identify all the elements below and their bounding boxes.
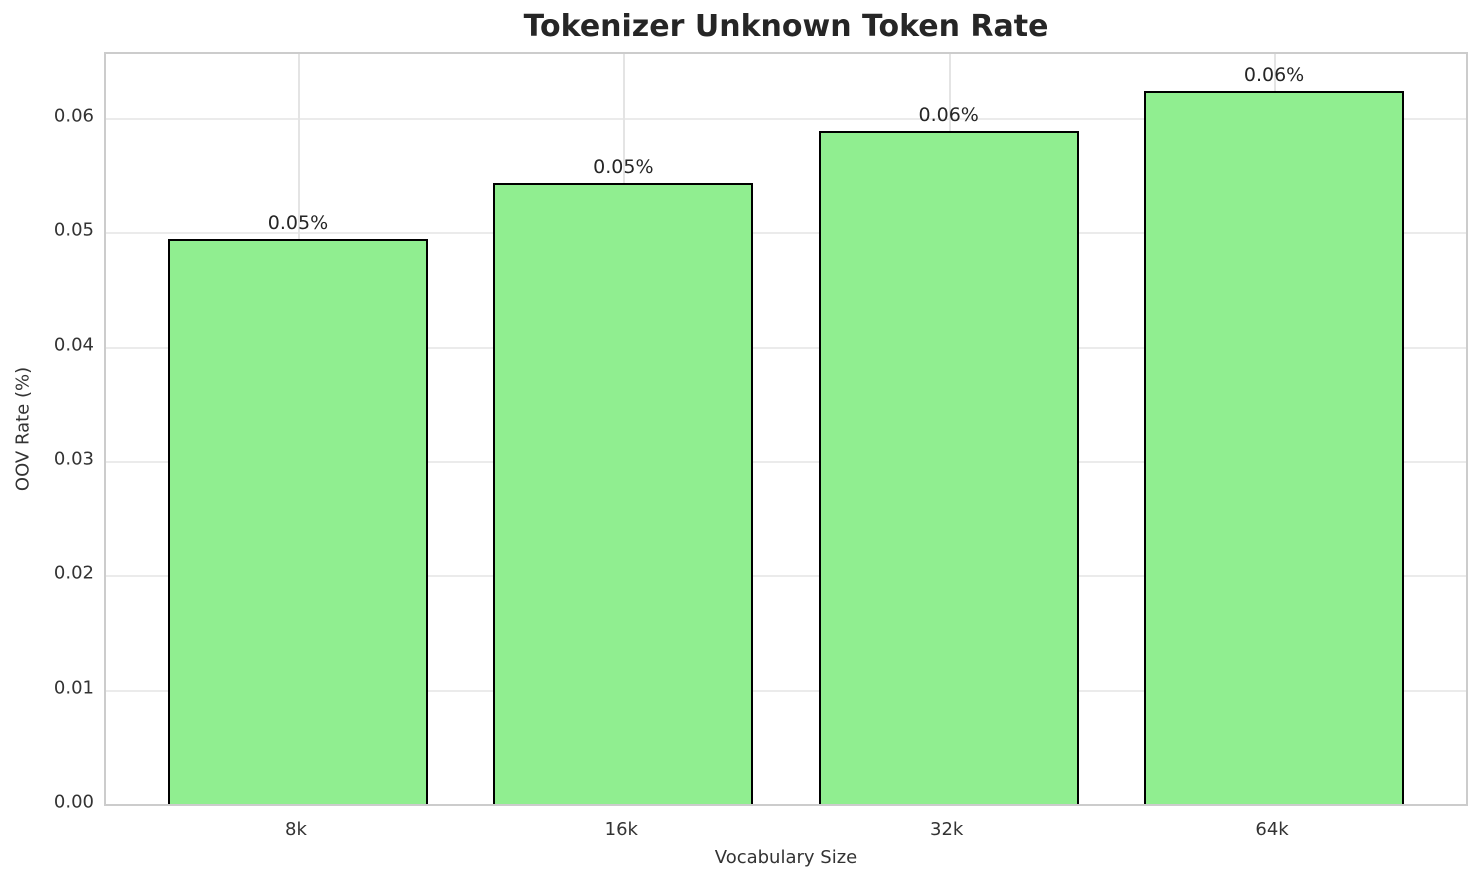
bar-value-label-32k: 0.06%	[918, 103, 979, 126]
y-axis-label: OOV Rate (%)	[12, 366, 34, 492]
ytick-label-0.06: 0.06	[53, 105, 94, 127]
horizontal-gridline	[106, 461, 1466, 463]
xtick-label-32k: 32k	[930, 819, 964, 840]
bar-value-label-16k: 0.05%	[593, 156, 654, 179]
ytick-label-0.01: 0.01	[53, 677, 94, 699]
horizontal-gridline	[106, 118, 1466, 121]
x-axis-label: Vocabulary Size	[714, 847, 858, 868]
horizontal-gridline	[106, 232, 1466, 235]
xtick-label-8k: 8k	[285, 819, 307, 840]
ytick-label-0.00: 0.00	[53, 791, 94, 813]
ytick-label-0.04: 0.04	[53, 334, 94, 356]
xtick-label-16k: 16k	[604, 819, 638, 840]
horizontal-gridline	[106, 575, 1466, 578]
ytick-label-0.03: 0.03	[53, 448, 94, 470]
bar-32k	[818, 130, 1079, 804]
bar-64k	[1143, 90, 1405, 804]
xtick-label-64k: 64k	[1255, 819, 1289, 840]
plot-area: 0.05% 0.05% 0.06% 0.06%	[104, 52, 1468, 806]
horizontal-gridline	[106, 346, 1466, 349]
bar-value-label-8k: 0.05%	[267, 212, 329, 235]
bar-value-label-64k: 0.06%	[1243, 63, 1305, 86]
bar-8k	[167, 239, 429, 804]
chart-title: Tokenizer Unknown Token Rate	[523, 9, 1049, 44]
horizontal-gridline	[106, 689, 1466, 692]
bar-16k	[493, 183, 754, 804]
ytick-label-0.05: 0.05	[53, 219, 94, 241]
ytick-label-0.02: 0.02	[53, 562, 94, 584]
